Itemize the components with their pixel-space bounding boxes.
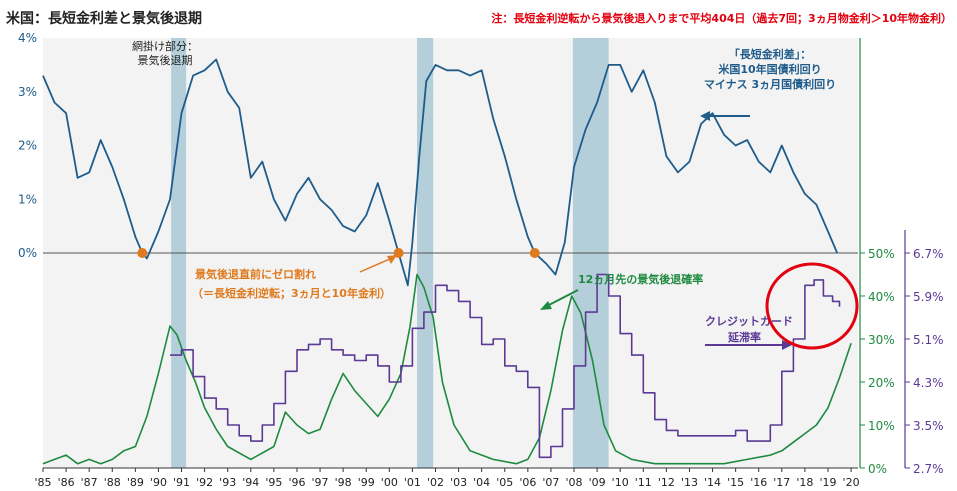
x-tick-label-7: '92 [196,476,213,489]
highlight-group [765,262,859,350]
x-tick-label-0: '85 [34,476,51,489]
x-tick-label-13: '98 [335,476,352,489]
spread-label-line2: 米国10年国債利回り [717,62,821,76]
x-tick-label-11: '96 [288,476,305,489]
zero-cross-arrow-head [387,255,397,264]
right-1-tick-label-2: 30% [868,333,895,347]
series-group [42,58,852,465]
x-tick-label-33: '18 [796,476,813,489]
shaded-label-line1: 網掛け部分： [132,39,198,53]
spread-label-line3: マイナス 3ヵ月国債利回り [704,77,836,91]
zero-cross-arrow [359,257,393,273]
x-tick-label-25: '10 [612,476,629,489]
x-tick-label-22: '07 [542,476,559,489]
credit-label-line2: 延滞率 [727,330,761,344]
x-tick-label-26: '11 [635,476,652,489]
right-1-tick-label-1: 40% [868,290,895,304]
x-tick-label-16: '01 [404,476,421,489]
x-tick-label-24: '09 [589,476,606,489]
left-tick-label-3: 1% [18,192,37,206]
x-tick-label-19: '04 [473,476,490,489]
spread-label-line1: 「長短金利差」： [729,47,812,61]
x-tick-label-6: '91 [173,476,190,489]
zero-cross-label-line1: 景気後退直前にゼロ割れ [194,267,316,281]
x-tick-label-3: '88 [104,476,121,489]
x-tick-label-9: '94 [242,476,259,489]
x-tick-label-15: '00 [381,476,398,489]
series-line-2 [170,273,841,459]
series-line-1 [42,273,852,465]
right-2-tick-label-2: 5.1% [913,333,944,347]
x-tick-label-30: '15 [727,476,744,489]
chart-title: 米国：長短金利差と景気後退期 [6,10,202,27]
right-2-tick-label-5: 2.7% [913,462,944,476]
prob-label: 12ヵ月先の景気後退確率 [578,272,703,286]
x-tick-label-21: '06 [519,476,536,489]
credit-arrow-head [782,340,792,350]
x-tick-label-34: '19 [819,476,836,489]
shaded-label-line2: 景気後退期 [138,53,193,67]
zero-cross-point-0 [137,248,148,258]
x-tick-label-18: '03 [450,476,467,489]
right-1-tick-label-3: 20% [868,376,895,390]
highlight-circle [765,262,859,350]
x-tick-label-27: '12 [658,476,675,489]
x-tick-label-4: '89 [127,476,144,489]
x-tick-label-12: '97 [312,476,329,489]
axes-group: '85 '86 '87 '88 '89 '90 '91 '92 '93 '94 '95 '96 '97 '… [18,31,944,489]
right-1-tick-label-0: 50% [868,247,895,261]
right-1-tick-label-5: 0% [868,462,887,476]
left-tick-label-4: 0% [18,246,37,260]
left-tick-label-1: 3% [18,85,37,99]
x-tick-label-1: '86 [58,476,75,489]
chart-note: 注：長短金利逆転から景気後退入りまで平均404日（過去7回；3ヵ月物金利＞10年… [491,11,952,25]
left-tick-label-0: 4% [18,31,37,45]
zero-cross-label-line2: （＝長短金利逆転；3ヵ月と10年金利） [192,286,391,300]
x-tick-label-35: '20 [843,476,860,489]
x-tick-label-14: '99 [358,476,375,489]
zero-cross-point-2 [529,248,540,258]
x-tick-label-32: '17 [773,476,790,489]
prob-arrow-head [540,301,552,310]
right-1-tick-label-4: 10% [868,419,895,433]
x-tick-label-31: '16 [750,476,767,489]
x-tick-label-5: '90 [150,476,167,489]
right-2-tick-label-3: 4.3% [913,376,944,390]
x-tick-label-23: '08 [566,476,583,489]
x-tick-label-2: '87 [81,476,98,489]
right-2-tick-label-0: 6.7% [913,247,944,261]
right-2-tick-label-1: 5.9% [913,290,944,304]
x-tick-label-8: '93 [219,476,236,489]
right-2-tick-label-4: 3.5% [913,419,944,433]
x-tick-label-17: '02 [427,476,444,489]
spread-arrow-head [700,111,710,121]
annotations-group: 米国：長短金利差と景気後退期 注：長短金利逆転から景気後退入りまで平均404日（… [6,10,952,350]
series-line-0 [42,58,839,287]
x-tick-label-29: '14 [704,476,721,489]
prob-arrow [544,289,579,308]
x-tick-label-10: '95 [265,476,282,489]
x-tick-label-20: '05 [496,476,513,489]
credit-label-line1: クレジットカード [705,315,793,328]
x-tick-label-28: '13 [681,476,698,489]
left-tick-label-2: 2% [18,139,37,153]
